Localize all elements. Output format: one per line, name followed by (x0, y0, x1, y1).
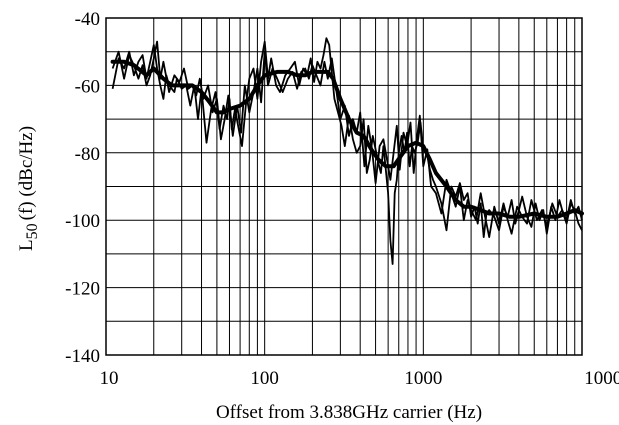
x-axis-label: Offset from 3.838GHz carrier (Hz) (216, 402, 482, 423)
y-tick-label: -140 (65, 346, 100, 367)
plot-frame (105, 17, 583, 356)
grid (105, 17, 582, 356)
y-tick-label: -60 (75, 76, 100, 97)
series-group (110, 37, 584, 265)
x-tick-label: 10 (100, 368, 119, 389)
x-tick-label: 10000 (584, 368, 619, 389)
y-tick-label: -80 (75, 144, 100, 165)
series-raw-line-1 (111, 37, 583, 265)
y-axis-label-subscript: 50 (24, 223, 41, 239)
y-tick-label: -100 (65, 211, 100, 232)
y-tick-label: -120 (65, 279, 100, 300)
x-tick-label: 1000 (404, 368, 442, 389)
y-tick-label: -40 (75, 9, 100, 30)
y-axis-label-main: L (16, 239, 37, 251)
series-smoothed-line (110, 59, 584, 219)
x-tick-label: 100 (250, 368, 279, 389)
y-axis-label-rest: (f) (dBc/Hz) (16, 126, 37, 220)
series-raw-line-2 (111, 40, 583, 239)
y-axis-label: L50 (f) (dBc/Hz) (16, 126, 41, 251)
x-tick-labels: 10 100 1000 10000 (100, 368, 619, 389)
y-tick-labels: -40 -60 -80 -100 -120 -140 (65, 9, 100, 367)
